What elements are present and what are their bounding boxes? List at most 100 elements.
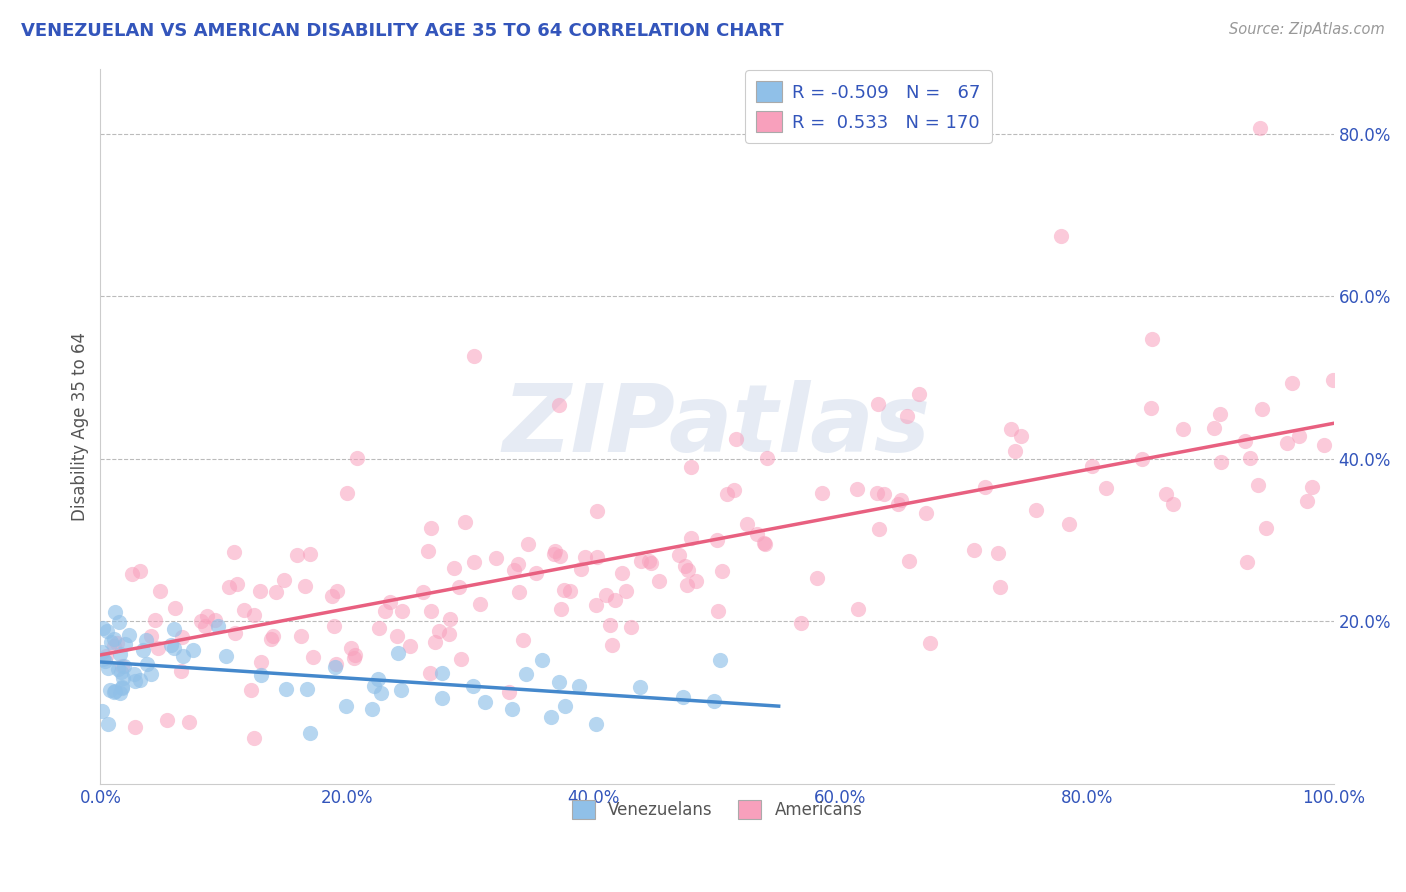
- Point: [506, 557, 529, 571]
- Point: [425, 635, 447, 649]
- Point: [554, 698, 576, 713]
- Point: [129, 565, 152, 579]
- Point: [1209, 408, 1232, 422]
- Point: [668, 548, 690, 562]
- Point: [548, 549, 571, 563]
- Point: [163, 622, 186, 636]
- Point: [97, 717, 120, 731]
- Point: [240, 682, 263, 697]
- Point: [710, 564, 733, 578]
- Point: [260, 632, 283, 646]
- Point: [111, 681, 134, 695]
- Point: [170, 664, 193, 678]
- Point: [806, 571, 828, 585]
- Point: [346, 450, 368, 465]
- Point: [419, 521, 441, 535]
- Point: [754, 536, 776, 550]
- Point: [703, 694, 725, 708]
- Point: [502, 563, 524, 577]
- Point: [648, 574, 671, 588]
- Point: [114, 637, 136, 651]
- Point: [810, 486, 832, 500]
- Point: [920, 636, 942, 650]
- Point: [1275, 435, 1298, 450]
- Point: [672, 690, 695, 705]
- Point: [419, 665, 441, 680]
- Point: [432, 665, 454, 680]
- Point: [290, 629, 312, 643]
- Point: [361, 702, 384, 716]
- Point: [586, 504, 609, 518]
- Point: [129, 673, 152, 687]
- Point: [443, 561, 465, 575]
- Point: [752, 536, 775, 550]
- Point: [273, 574, 295, 588]
- Point: [343, 650, 366, 665]
- Point: [103, 685, 125, 699]
- Point: [112, 659, 135, 673]
- Point: [679, 460, 702, 475]
- Point: [218, 580, 240, 594]
- Point: [339, 640, 361, 655]
- Point: [914, 506, 936, 520]
- Point: [242, 731, 264, 745]
- Point: [299, 547, 322, 561]
- Point: [111, 680, 134, 694]
- Point: [461, 679, 484, 693]
- Point: [367, 672, 389, 686]
- Point: [262, 629, 284, 643]
- Point: [111, 659, 134, 673]
- Point: [325, 657, 347, 672]
- Point: [224, 545, 246, 559]
- Point: [1130, 452, 1153, 467]
- Point: [149, 584, 172, 599]
- Point: [136, 657, 159, 671]
- Point: [887, 497, 910, 511]
- Point: [846, 601, 869, 615]
- Point: [630, 554, 652, 568]
- Point: [299, 725, 322, 739]
- Point: [276, 681, 298, 696]
- Point: [723, 483, 745, 498]
- Point: [515, 667, 537, 681]
- Point: [585, 717, 607, 731]
- Point: [96, 624, 118, 639]
- Point: [574, 550, 596, 565]
- Point: [335, 698, 357, 713]
- Point: [104, 605, 127, 619]
- Point: [190, 614, 212, 628]
- Point: [1312, 438, 1334, 452]
- Point: [1171, 422, 1194, 436]
- Point: [548, 398, 571, 412]
- Point: [474, 695, 496, 709]
- Point: [100, 635, 122, 649]
- Point: [585, 598, 607, 612]
- Point: [756, 450, 779, 465]
- Point: [156, 714, 179, 728]
- Point: [387, 629, 409, 643]
- Point: [550, 602, 572, 616]
- Point: [90, 645, 112, 659]
- Point: [232, 603, 254, 617]
- Legend: Venezuelans, Americans: Venezuelans, Americans: [565, 793, 869, 825]
- Point: [103, 632, 125, 647]
- Point: [148, 641, 170, 656]
- Point: [1142, 332, 1164, 346]
- Point: [638, 554, 661, 568]
- Point: [846, 482, 869, 496]
- Y-axis label: Disability Age 35 to 64: Disability Age 35 to 64: [72, 332, 89, 521]
- Point: [1050, 229, 1073, 244]
- Point: [301, 649, 323, 664]
- Point: [207, 619, 229, 633]
- Point: [512, 632, 534, 647]
- Point: [105, 636, 128, 650]
- Point: [141, 629, 163, 643]
- Text: VENEZUELAN VS AMERICAN DISABILITY AGE 35 TO 64 CORRELATION CHART: VENEZUELAN VS AMERICAN DISABILITY AGE 35…: [21, 22, 783, 40]
- Point: [249, 583, 271, 598]
- Point: [1236, 555, 1258, 569]
- Point: [453, 516, 475, 530]
- Point: [716, 487, 738, 501]
- Point: [323, 660, 346, 674]
- Point: [374, 604, 396, 618]
- Point: [745, 526, 768, 541]
